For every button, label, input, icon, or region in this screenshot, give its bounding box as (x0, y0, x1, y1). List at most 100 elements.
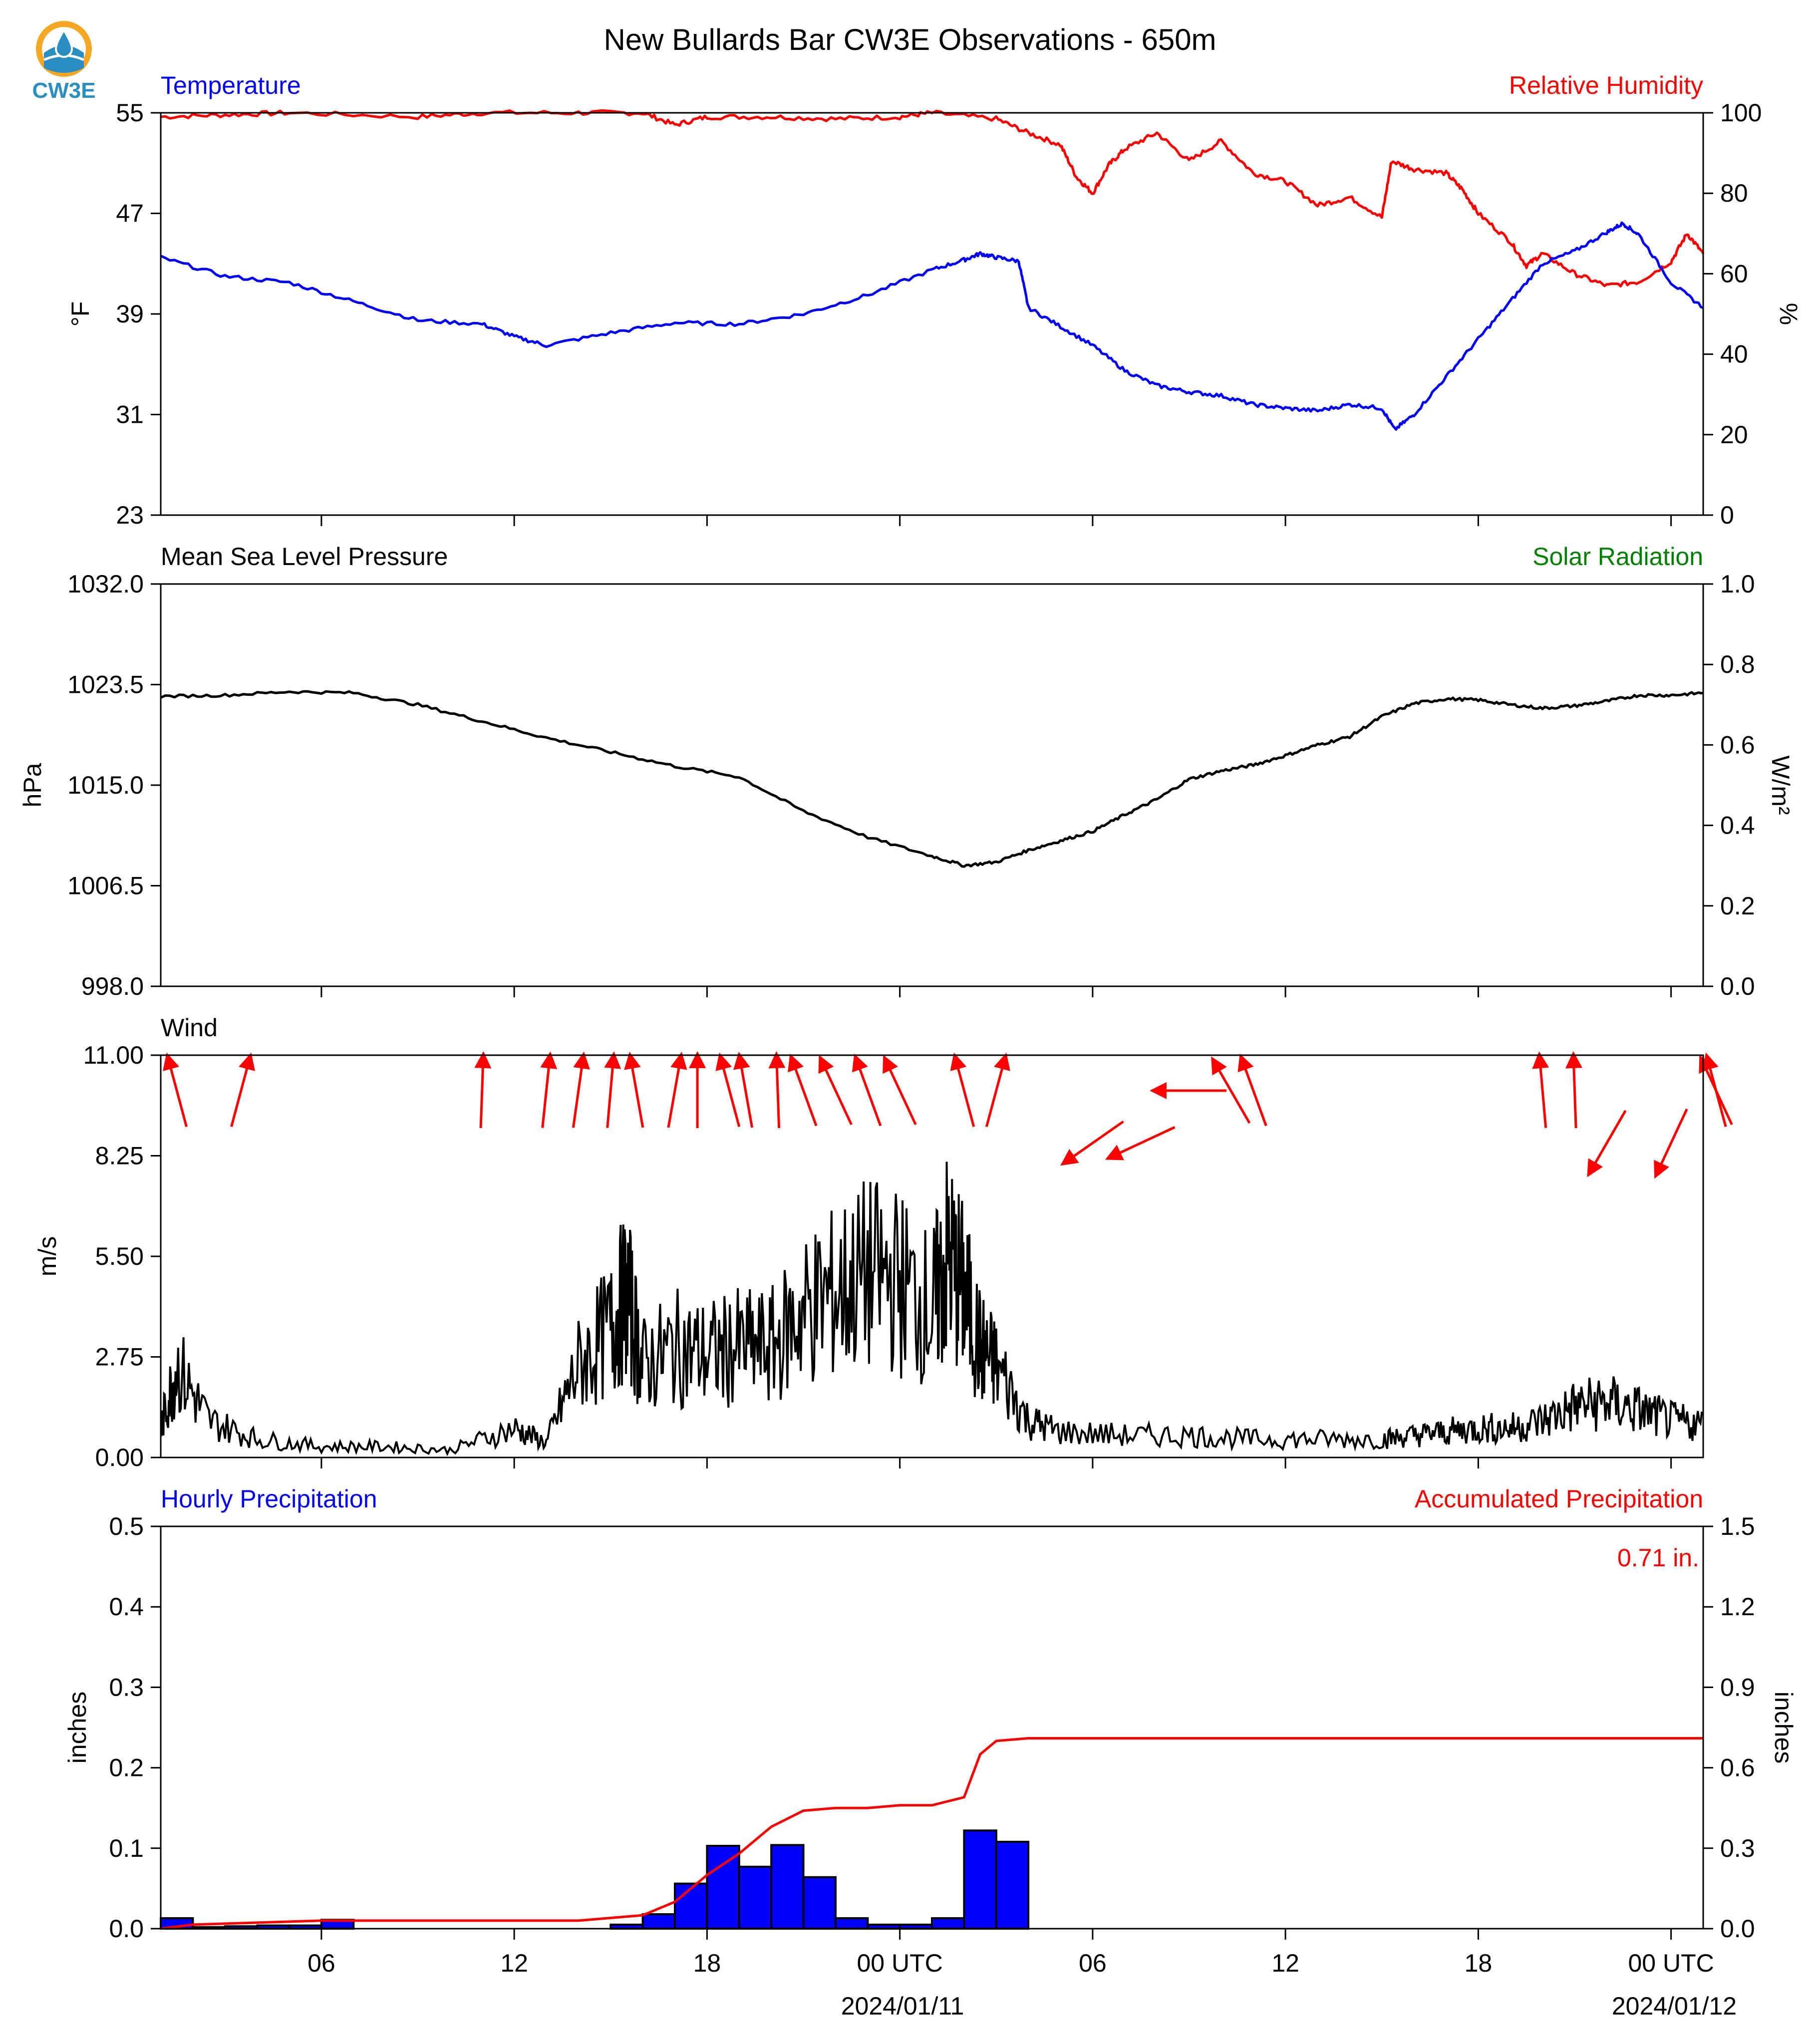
right-y-tick-label: 0.0 (1720, 972, 1755, 1000)
right-y-tick-label: 80 (1720, 179, 1748, 207)
hourly-precip-bar (802, 1876, 837, 1930)
precipitation-panel: Hourly Precipitation Accumulated Precipi… (63, 1485, 1798, 1943)
wind-direction-arrow (985, 1052, 1010, 1128)
wind-direction-arrow (883, 1055, 917, 1126)
wind-direction-arrow (852, 1053, 882, 1127)
left-y-tick-label: 998.0 (81, 972, 144, 1000)
left-y-tick-label: 23 (116, 501, 144, 529)
hourly-precip-bar (995, 1840, 1030, 1930)
date-label-2: 2024/01/12 (1612, 1992, 1737, 2020)
hourly-precip-bar (641, 1913, 676, 1930)
cw3e-logo: CW3E (29, 18, 99, 103)
wind-direction-arrow (474, 1051, 492, 1129)
temperature-line (160, 221, 1704, 431)
left-y-tick-label: 1023.5 (67, 671, 144, 699)
x-tick-label: 12 (500, 1949, 528, 1977)
right-y-tick-label: 0.0 (1720, 1915, 1755, 1943)
hourly-precip-bar (770, 1844, 805, 1930)
right-y-tick-label: 0.4 (1720, 812, 1755, 840)
logo-text: CW3E (32, 78, 95, 103)
wind-direction-arrow (1654, 1108, 1688, 1179)
wind-direction-arrow (950, 1052, 975, 1128)
left-y-tick-label: 39 (116, 300, 144, 328)
x-tick-label: 06 (307, 1949, 335, 1977)
right-y-tick-label: 20 (1720, 421, 1748, 449)
hourly-precip-axis-unit: inches (63, 1692, 91, 1764)
wind-speed-line (160, 1161, 1703, 1456)
left-y-tick-label: 55 (116, 99, 144, 127)
left-y-tick-label: 1006.5 (67, 872, 144, 900)
wind-direction-arrow (1565, 1051, 1582, 1129)
solar-axis-unit: W/m² (1767, 755, 1795, 815)
pressure-line (160, 690, 1704, 868)
right-y-tick-label: 1.0 (1720, 570, 1755, 598)
left-y-tick-label: 0.2 (109, 1754, 144, 1782)
wind-direction-arrow (715, 1052, 741, 1128)
wind-direction-arrow (667, 1052, 687, 1128)
wind-axis-unit: m/s (33, 1236, 61, 1277)
wind-direction-arrow (1587, 1110, 1627, 1177)
hourly-precip-bar (834, 1917, 869, 1930)
left-y-tick-label: 11.00 (83, 1041, 144, 1069)
left-y-tick-label: 0.3 (109, 1673, 144, 1701)
left-y-tick-label: 1032.0 (67, 570, 144, 598)
accumulated-precip-line (160, 1737, 1703, 1930)
x-tick-label: 18 (1465, 1949, 1493, 1977)
wind-direction-arrow (1699, 1055, 1733, 1126)
right-y-tick-label: 0.9 (1720, 1673, 1755, 1701)
wind-panel: Wind 11.00 8.25 5.50 2.75 0.00 m/s (33, 1014, 1733, 1471)
temperature-title: Temperature (161, 71, 301, 99)
pressure-plot-frame (160, 583, 1704, 987)
temperature-axis-unit: °F (66, 301, 94, 327)
right-y-tick-label: 0.6 (1720, 731, 1755, 759)
accum-precip-title: Accumulated Precipitation (1415, 1485, 1703, 1513)
x-tick-label: 18 (693, 1949, 721, 1977)
wind-direction-arrow (1060, 1120, 1124, 1166)
pressure-solar-panel: Mean Sea Level Pressure Solar Radiation … (18, 543, 1795, 1000)
precip-total-label: 0.71 in. (1617, 1544, 1699, 1572)
hourly-precip-bar (674, 1882, 708, 1930)
precip-plot-frame (160, 1525, 1704, 1930)
chart-title: New Bullards Bar CW3E Observations - 650… (604, 23, 1216, 56)
wind-plot-frame (160, 1054, 1704, 1458)
left-y-tick-label: 0.4 (109, 1593, 144, 1621)
wind-direction-arrow (1532, 1051, 1549, 1128)
date-label-1: 2024/01/11 (841, 1992, 964, 2020)
right-y-tick-label: 1.5 (1720, 1512, 1755, 1540)
wind-direction-arrow (604, 1051, 621, 1128)
x-tick-label: 00 UTC (857, 1949, 942, 1977)
right-y-tick-label: 0.6 (1720, 1754, 1755, 1782)
left-y-tick-label: 5.50 (95, 1242, 144, 1270)
left-y-tick-label: 31 (116, 401, 144, 429)
humidity-axis-unit: % (1775, 303, 1803, 325)
x-tick-label: 12 (1271, 1949, 1299, 1977)
humidity-title: Relative Humidity (1509, 71, 1703, 99)
right-y-tick-label: 1.2 (1720, 1593, 1755, 1621)
wind-direction-arrow (733, 1052, 754, 1128)
left-y-tick-label: 2.75 (95, 1343, 144, 1371)
x-tick-label: 06 (1079, 1949, 1107, 1977)
right-y-tick-label: 60 (1720, 260, 1748, 288)
pressure-title: Mean Sea Level Pressure (161, 543, 448, 571)
right-y-tick-label: 0.3 (1720, 1834, 1755, 1862)
hourly-precip-bar (706, 1845, 740, 1930)
temperature-plot-frame (160, 112, 1704, 516)
left-y-tick-label: 47 (116, 200, 144, 228)
left-y-tick-label: 8.25 (95, 1142, 144, 1170)
right-y-tick-label: 0.8 (1720, 650, 1755, 678)
wind-direction-arrow (572, 1051, 590, 1128)
accum-precip-axis-unit: inches (1770, 1692, 1798, 1764)
wind-direction-arrow (540, 1051, 558, 1128)
cw3e-droplet-logo-icon (36, 21, 92, 77)
left-y-tick-label: 0.1 (109, 1834, 144, 1862)
wind-direction-arrow (1105, 1126, 1176, 1160)
hourly-precip-bar (963, 1829, 997, 1930)
hourly-precip-bar (738, 1865, 773, 1930)
right-y-tick-label: 0 (1720, 501, 1734, 529)
right-y-tick-label: 40 (1720, 340, 1748, 368)
wind-direction-arrow (1237, 1053, 1267, 1127)
left-y-tick-label: 0.00 (95, 1444, 144, 1471)
temperature-humidity-panel: Temperature Relative Humidity 55 47 39 31 23… (66, 71, 1803, 529)
x-tick-label: 00 UTC (1628, 1949, 1714, 1977)
